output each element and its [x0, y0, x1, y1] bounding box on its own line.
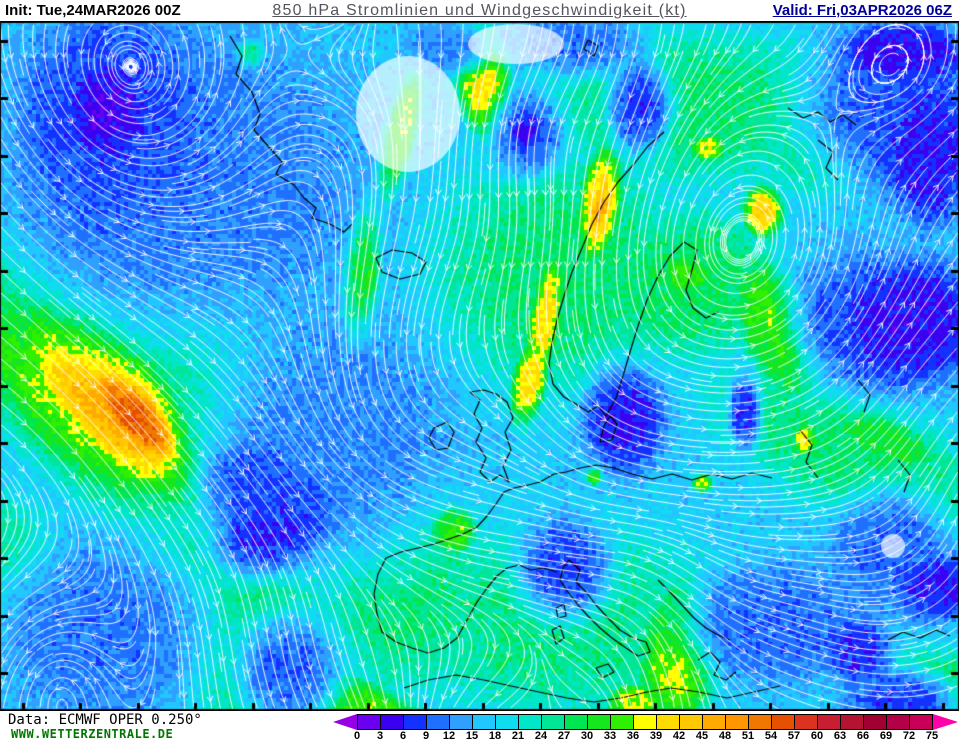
legend-segment — [633, 715, 656, 729]
legend-segment — [679, 715, 702, 729]
init-time-label: Init: Tue,24MAR2026 00Z — [5, 2, 181, 19]
legend-tick-label: 45 — [695, 730, 709, 741]
legend-segment — [426, 715, 449, 729]
legend-segment — [725, 715, 748, 729]
legend-segment — [748, 715, 771, 729]
legend-segment — [587, 715, 610, 729]
legend-segment — [403, 715, 426, 729]
legend-tick-label: 63 — [833, 730, 847, 741]
header-bar: Init: Tue,24MAR2026 00Z 850 hPa Stromlin… — [0, 0, 959, 21]
legend-tick-label: 0 — [353, 730, 361, 741]
legend-tick-label: 39 — [649, 730, 663, 741]
legend-tick-label: 36 — [626, 730, 640, 741]
legend-tick-label: 69 — [879, 730, 893, 741]
legend-segment — [472, 715, 495, 729]
legend-tick-label: 33 — [603, 730, 617, 741]
legend-segment — [380, 715, 403, 729]
legend-segment — [495, 715, 518, 729]
map-title: 850 hPa Stromlinien und Windgeschwindigk… — [272, 2, 687, 19]
legend-segment — [358, 715, 380, 729]
legend-tick-label: 30 — [580, 730, 594, 741]
legend-color-row — [333, 714, 958, 730]
legend-segment — [610, 715, 633, 729]
legend-tick-label: 57 — [787, 730, 801, 741]
legend-segment — [909, 715, 932, 729]
legend-segment — [656, 715, 679, 729]
legend-segment — [794, 715, 817, 729]
map-area — [0, 21, 959, 711]
website-label: WWW.WETTERZENTRALE.DE — [11, 727, 174, 741]
legend-tick-label: 75 — [925, 730, 939, 741]
legend-tick-label: 54 — [764, 730, 778, 741]
legend-segment — [449, 715, 472, 729]
legend-tick-label: 24 — [534, 730, 548, 741]
legend-tick-label: 21 — [511, 730, 525, 741]
streamlines-canvas — [0, 22, 959, 710]
legend-segment — [702, 715, 725, 729]
wind-speed-legend: 0 3 6 9 12 15 18 21 24 27 30 33 36 39 42 45 48 51 54 57 60 63… — [333, 714, 959, 741]
legend-segment — [886, 715, 909, 729]
data-source-label: Data: ECMWF OPER 0.250° — [8, 712, 202, 728]
legend-tick-label: 27 — [557, 730, 571, 741]
legend-tick-label: 51 — [741, 730, 755, 741]
legend-segment — [863, 715, 886, 729]
legend-segment — [840, 715, 863, 729]
footer-bar: Data: ECMWF OPER 0.250° WWW.WETTERZENTRA… — [0, 711, 959, 741]
legend-tick-label: 3 — [376, 730, 384, 741]
legend-segment — [541, 715, 564, 729]
legend-tick-label: 6 — [399, 730, 407, 741]
legend-bar — [357, 714, 933, 730]
legend-tick-label: 66 — [856, 730, 870, 741]
legend-segment — [564, 715, 587, 729]
legend-tick-label: 42 — [672, 730, 686, 741]
legend-arrow-left-icon — [333, 714, 357, 730]
legend-tick-label: 12 — [442, 730, 456, 741]
legend-segment — [817, 715, 840, 729]
legend-tick-label: 48 — [718, 730, 732, 741]
legend-tick-label: 9 — [422, 730, 430, 741]
legend-segment — [771, 715, 794, 729]
legend-tick-label: 15 — [465, 730, 479, 741]
legend-segment — [518, 715, 541, 729]
legend-tick-label: 60 — [810, 730, 824, 741]
legend-ticks: 0 3 6 9 12 15 18 21 24 27 30 33 36 39 42 45 48 51 54 57 60 63… — [333, 730, 959, 741]
legend-arrow-right-icon — [933, 714, 958, 730]
legend-tick-label: 18 — [488, 730, 502, 741]
valid-time-label: Valid: Fri,03APR2026 06Z — [772, 2, 952, 19]
legend-tick-label: 72 — [902, 730, 916, 741]
